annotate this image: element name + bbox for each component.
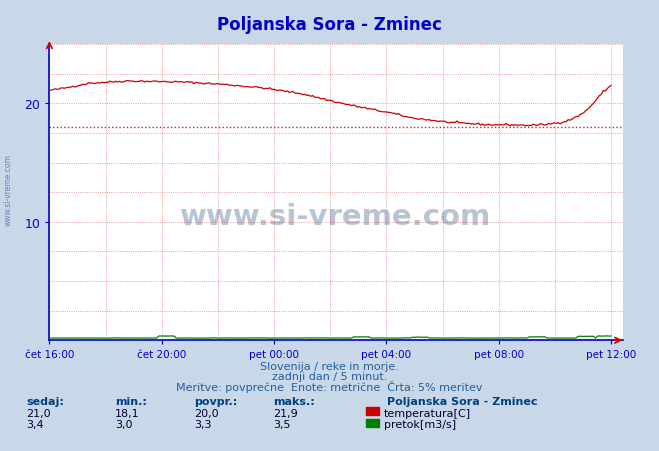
Text: www.si-vreme.com: www.si-vreme.com xyxy=(181,202,492,230)
Text: Slovenija / reke in morje.: Slovenija / reke in morje. xyxy=(260,361,399,371)
Text: 18,1: 18,1 xyxy=(115,408,140,418)
Text: temperatura[C]: temperatura[C] xyxy=(384,408,471,418)
Text: povpr.:: povpr.: xyxy=(194,396,238,405)
Text: sedaj:: sedaj: xyxy=(26,396,64,405)
Text: Meritve: povprečne  Enote: metrične  Črta: 5% meritev: Meritve: povprečne Enote: metrične Črta:… xyxy=(176,381,483,393)
Bar xyxy=(366,407,379,415)
Text: 3,0: 3,0 xyxy=(115,419,133,429)
Text: 3,5: 3,5 xyxy=(273,419,291,429)
Text: pretok[m3/s]: pretok[m3/s] xyxy=(384,419,456,429)
Text: www.si-vreme.com: www.si-vreme.com xyxy=(3,153,13,226)
Text: min.:: min.: xyxy=(115,396,147,405)
Text: Poljanska Sora - Zminec: Poljanska Sora - Zminec xyxy=(387,396,537,405)
Text: 20,0: 20,0 xyxy=(194,408,219,418)
Text: zadnji dan / 5 minut.: zadnji dan / 5 minut. xyxy=(272,371,387,381)
Text: 3,4: 3,4 xyxy=(26,419,44,429)
Bar xyxy=(366,419,379,427)
Text: maks.:: maks.: xyxy=(273,396,315,405)
Text: 3,3: 3,3 xyxy=(194,419,212,429)
Text: 21,0: 21,0 xyxy=(26,408,51,418)
Text: Poljanska Sora - Zminec: Poljanska Sora - Zminec xyxy=(217,16,442,34)
Text: 21,9: 21,9 xyxy=(273,408,299,418)
